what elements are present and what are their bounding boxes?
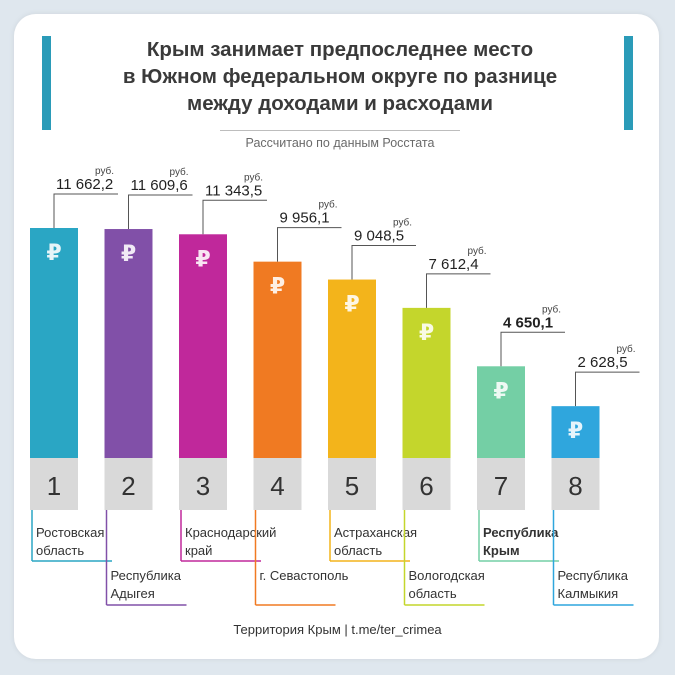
category-label: Адыгея <box>111 586 155 601</box>
category-label: Вологодская <box>409 568 485 583</box>
bar <box>253 261 302 458</box>
category-label: область <box>334 543 382 558</box>
category-label: Ростовская <box>36 525 104 540</box>
ruble-icon: ₽ <box>195 247 210 272</box>
bar <box>551 406 600 458</box>
category-label: Калмыкия <box>558 586 619 601</box>
category-label: Астраханская <box>334 525 417 540</box>
value-connector <box>500 331 565 367</box>
value-label: 7 612,4 <box>429 256 479 273</box>
rank-box <box>551 458 600 510</box>
unit-label: руб. <box>95 165 114 177</box>
unit-label: руб. <box>319 199 338 211</box>
value-connector <box>351 245 416 280</box>
value-label: 4 650,1 <box>503 314 553 331</box>
category-label: Республика <box>111 568 182 583</box>
unit-label: руб. <box>468 245 487 257</box>
rank-box <box>477 458 525 510</box>
accent-bar-right <box>624 36 633 130</box>
chart-title-line: между доходами и расходами <box>187 92 493 115</box>
bar <box>402 307 451 458</box>
value-connector <box>202 199 267 235</box>
chart-title-line: Крым занимает предпоследнее место <box>146 38 534 61</box>
ruble-icon: ₽ <box>46 241 61 266</box>
bar <box>179 234 227 458</box>
value-connector <box>277 227 342 262</box>
rank-box <box>104 458 153 510</box>
value-label: 11 662,2 <box>56 176 113 193</box>
rank-box <box>328 458 376 510</box>
value-label: 9 048,5 <box>354 228 404 245</box>
category-label: Республика <box>483 525 559 540</box>
value-label: 11 343,5 <box>205 182 262 199</box>
footer-credit: Территория Крым | t.me/ter_crimea <box>233 622 442 637</box>
ruble-icon: ₽ <box>270 275 285 300</box>
value-label: 11 609,6 <box>131 177 188 194</box>
bar <box>30 228 78 458</box>
subtitle-divider <box>220 130 460 131</box>
ruble-icon: ₽ <box>344 293 359 318</box>
bar <box>328 279 376 458</box>
category-label: Республика <box>558 568 629 583</box>
value-label: 2 628,5 <box>578 354 628 371</box>
ruble-icon: ₽ <box>419 321 434 346</box>
value-label: 9 956,1 <box>280 210 330 227</box>
category-label: область <box>36 543 84 558</box>
unit-label: руб. <box>244 171 263 183</box>
category-label: область <box>409 586 457 601</box>
rank-label: 3 <box>196 471 210 501</box>
category-label: г. Севастополь <box>260 568 349 583</box>
rank-label: 7 <box>494 471 508 501</box>
rank-box <box>253 458 302 510</box>
category-label: Крым <box>483 543 520 558</box>
rank-box <box>30 458 78 510</box>
value-connector <box>128 194 193 230</box>
bar <box>477 366 525 458</box>
rank-label: 2 <box>121 471 135 501</box>
rank-box <box>179 458 227 510</box>
ruble-icon: ₽ <box>121 242 136 267</box>
chart-subtitle: Рассчитано по данным Росстата <box>245 136 435 150</box>
value-connector <box>426 273 491 308</box>
rank-label: 6 <box>419 471 433 501</box>
ruble-icon: ₽ <box>493 379 508 404</box>
value-connector <box>53 193 118 228</box>
category-label: Краснодарский <box>185 525 276 540</box>
unit-label: руб. <box>542 303 561 315</box>
unit-label: руб. <box>617 343 636 355</box>
unit-label: руб. <box>170 166 189 178</box>
chart-title: Крым занимает предпоследнее место в Южно… <box>70 36 610 117</box>
rank-label: 4 <box>270 471 284 501</box>
ruble-icon: ₽ <box>568 419 583 444</box>
chart-title-line: в Южном федеральном округе по разнице <box>122 65 558 88</box>
accent-bar-left <box>42 36 51 130</box>
category-label: край <box>185 543 212 558</box>
rank-label: 5 <box>345 471 359 501</box>
rank-label: 8 <box>568 471 582 501</box>
rank-label: 1 <box>47 471 61 501</box>
unit-label: руб. <box>393 217 412 229</box>
value-connector <box>575 371 640 407</box>
rank-box <box>402 458 451 510</box>
bar <box>104 229 153 458</box>
